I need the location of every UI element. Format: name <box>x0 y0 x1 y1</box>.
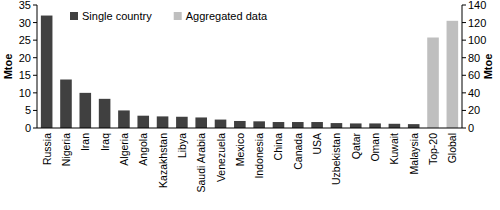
y-tick-label: 5 <box>25 104 31 116</box>
bar <box>137 116 149 128</box>
y-tick <box>33 75 37 76</box>
x-tick-label: Top-20 <box>427 133 439 165</box>
x-tick-label: Russia <box>41 133 53 165</box>
x-tick-label: Indonesia <box>253 133 265 179</box>
y-tick-label: 20 <box>19 52 31 64</box>
bars <box>41 16 458 128</box>
y2-tick-label: 40 <box>468 87 480 99</box>
y-tick-label: 35 <box>19 0 31 11</box>
y-axis-line <box>37 5 38 128</box>
y2-tick <box>462 92 466 93</box>
legend-label: Aggregated data <box>186 10 268 22</box>
bar <box>389 124 401 128</box>
x-tick-label: Mexico <box>234 133 246 166</box>
x-tick-label: Venezuela <box>215 133 227 182</box>
x-tick-label: Qatar <box>350 133 362 160</box>
bar <box>311 122 323 128</box>
y2-tick-label: 100 <box>468 34 486 46</box>
y2-tick-label: 120 <box>468 17 486 29</box>
y2-tick-label: 0 <box>468 122 474 134</box>
bar <box>292 122 304 128</box>
y2-tick <box>462 5 466 6</box>
y2-tick <box>462 22 466 23</box>
x-tick-label: Malaysia <box>408 133 420 175</box>
y2-tick <box>462 110 466 111</box>
legend-swatch <box>174 12 182 20</box>
bar <box>60 80 72 128</box>
chart-container: 0 5 10 15 20 25 30 35 0 20 40 60 80 100 120 140 Russia Ni… <box>0 0 500 210</box>
y2-tick <box>462 40 466 41</box>
legend-label: Single country <box>82 10 152 22</box>
x-tick-label: Nigeria <box>60 133 72 166</box>
y2-axis-title: Mtoe <box>482 54 494 80</box>
bar <box>234 121 246 128</box>
y2-tick-label: 140 <box>468 0 486 11</box>
bar <box>273 122 285 128</box>
y-tick-label: 15 <box>19 69 31 81</box>
y-tick-label: 10 <box>19 87 31 99</box>
y-tick <box>33 40 37 41</box>
x-tick-label: Oman <box>369 133 381 162</box>
y-tick-label: 25 <box>19 34 31 46</box>
bar <box>176 117 188 128</box>
x-tick-label: Canada <box>292 133 304 170</box>
x-tick-label: USA <box>311 133 323 155</box>
chart-svg: 0 5 10 15 20 25 30 35 0 20 40 60 80 100 120 140 Russia Ni… <box>0 0 500 210</box>
y-tick <box>33 22 37 23</box>
y2-tick-label: 60 <box>468 69 480 81</box>
axes: 0 5 10 15 20 25 30 35 0 20 40 60 80 100 120 140 Russia Ni… <box>19 0 487 193</box>
x-tick-label: Angola <box>137 133 149 166</box>
bar <box>369 123 381 128</box>
x-tick-label: Algeria <box>118 133 130 166</box>
bar <box>350 123 362 128</box>
x-tick-label: Global <box>446 133 458 163</box>
bar <box>331 123 343 128</box>
y-axis-title: Mtoe <box>2 54 14 80</box>
y2-axis-line <box>462 5 463 128</box>
y-tick <box>33 5 37 6</box>
y2-tick <box>462 75 466 76</box>
legend: Single country Aggregated data <box>70 10 268 22</box>
y2-tick <box>462 57 466 58</box>
bar <box>447 21 459 128</box>
x-axis-line <box>37 128 462 129</box>
bar <box>118 110 130 128</box>
legend-swatch <box>70 12 78 20</box>
bar <box>80 93 92 128</box>
x-tick-label: Kazakhstan <box>157 133 169 188</box>
bar <box>253 121 265 128</box>
y2-tick-label: 20 <box>468 104 480 116</box>
x-tick-label: Iraq <box>99 133 111 151</box>
x-tick-label: Libya <box>176 133 188 158</box>
x-tick-label: Saudi Arabia <box>195 133 207 193</box>
x-tick-label: China <box>272 133 284 161</box>
bar <box>408 124 420 128</box>
y-tick-label: 0 <box>25 122 31 134</box>
y-tick <box>33 110 37 111</box>
bar <box>99 99 111 128</box>
x-tick-label: Uzbekistan <box>330 133 342 185</box>
x-tick-label: Iran <box>79 133 91 151</box>
bar <box>195 117 207 128</box>
y-tick-label: 30 <box>19 17 31 29</box>
y2-tick <box>462 128 466 129</box>
bar <box>215 120 227 128</box>
y-tick <box>33 57 37 58</box>
bar <box>427 38 439 128</box>
y-tick <box>33 128 37 129</box>
y-tick <box>33 92 37 93</box>
bar <box>41 16 53 128</box>
x-tick-label: Kuwait <box>388 133 400 165</box>
bar <box>157 116 169 128</box>
y2-tick-label: 80 <box>468 52 480 64</box>
